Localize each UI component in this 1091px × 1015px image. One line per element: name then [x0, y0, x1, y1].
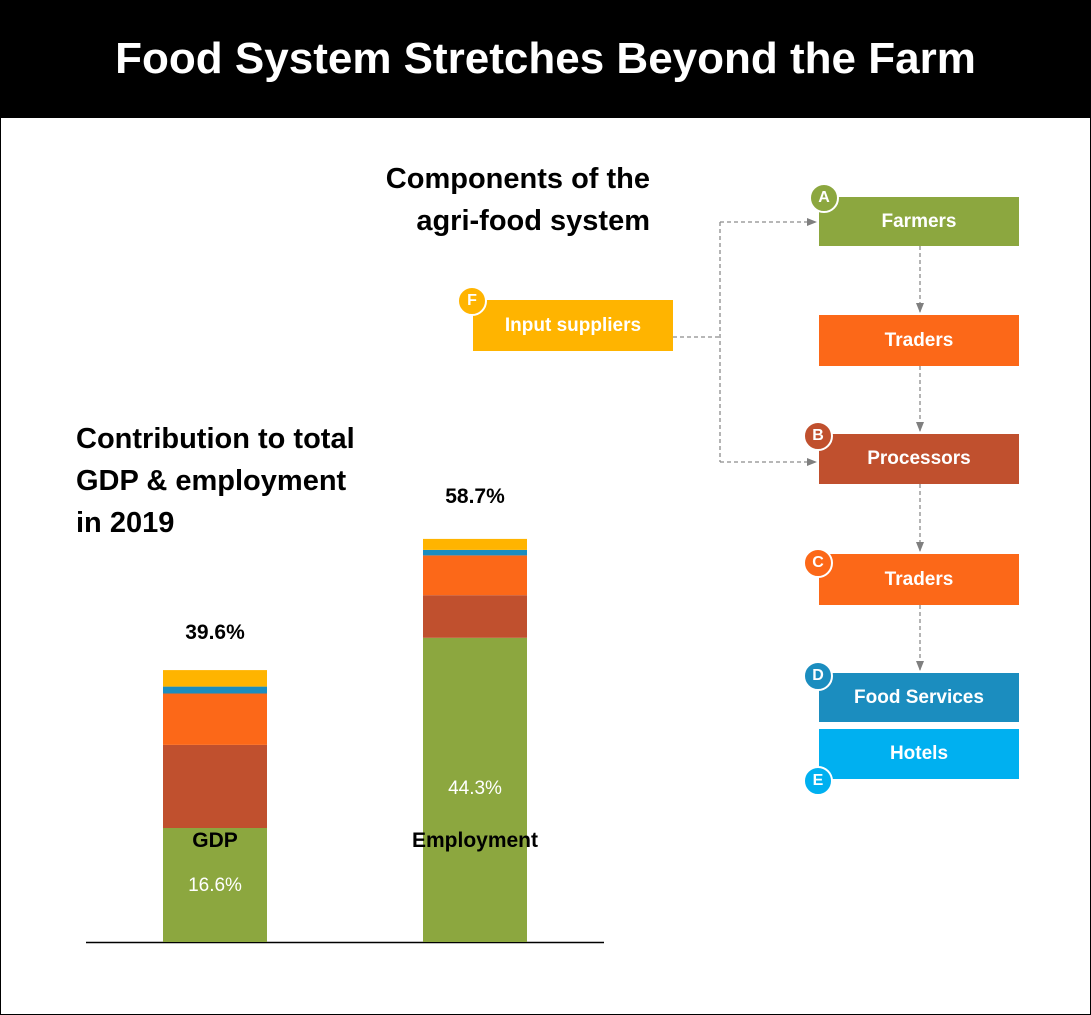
contribution-heading-line-3: in 2019 [76, 507, 175, 539]
farmers-label-employment: 44.3% [448, 778, 502, 799]
traders-label-1: Traders [884, 329, 954, 351]
farmers-label-gdp: 16.6% [188, 875, 242, 896]
processors-label: Processors [867, 448, 971, 469]
bar-processors-employment [423, 595, 527, 638]
components-heading: Components of the agri-food system [300, 158, 650, 242]
processors-box: Processors [819, 434, 1019, 484]
contribution-heading-line-1: Contribution to total [76, 423, 355, 455]
badge-a: A [809, 183, 839, 213]
bar-traders-employment [423, 555, 527, 596]
bar-processors-gdp [163, 744, 267, 828]
bar-input-suppliers-employment [423, 538, 527, 550]
total-label-gdp: 39.6% [185, 621, 245, 644]
components-heading-line-2: agri-food system [416, 205, 650, 237]
food-services-box: Food Services [819, 673, 1019, 722]
badge-d: D [803, 661, 833, 691]
components-heading-line-1: Components of the [385, 163, 650, 195]
bar-food-services-employment [423, 549, 527, 556]
input-suppliers-label: Input suppliers [504, 314, 642, 336]
badge-d-letter: D [812, 667, 824, 684]
category-label-employment: Employment [411, 829, 539, 852]
bar-farmers-gdp [163, 828, 267, 942]
input-suppliers-box: Input suppliers [473, 300, 673, 351]
badge-e: E [803, 766, 833, 796]
badge-a-letter: A [818, 189, 830, 206]
bar-food-services-gdp [163, 686, 267, 694]
farmers-box: Farmers [819, 197, 1019, 246]
traders-box-1: Traders [819, 315, 1019, 366]
badge-c-letter: C [812, 554, 824, 571]
category-label-gdp: GDP [192, 829, 238, 852]
contribution-heading: Contribution to total GDP & employment i… [76, 418, 416, 544]
bar-traders-gdp [163, 693, 267, 745]
badge-f: F [457, 286, 487, 316]
contribution-heading-line-2: GDP & employment [76, 465, 347, 497]
badge-e-letter: E [812, 772, 824, 789]
badge-c: C [803, 548, 833, 578]
traders-box-2: Traders [819, 554, 1019, 605]
badge-b-letter: B [812, 427, 824, 444]
farmers-label: Farmers [881, 210, 957, 232]
traders-label-2: Traders [884, 568, 954, 590]
badge-b: B [803, 421, 833, 451]
bar-input-suppliers-gdp [163, 670, 267, 687]
food-services-label: Food Services [854, 686, 984, 708]
hotels-box: Hotels [819, 729, 1019, 779]
hotels-label: Hotels [889, 743, 949, 764]
bar-farmers-employment [423, 637, 527, 942]
page-title: Food System Stretches Beyond the Farm [0, 0, 1091, 118]
badge-f-letter: F [467, 292, 477, 309]
total-label-employment: 58.7% [445, 485, 505, 508]
